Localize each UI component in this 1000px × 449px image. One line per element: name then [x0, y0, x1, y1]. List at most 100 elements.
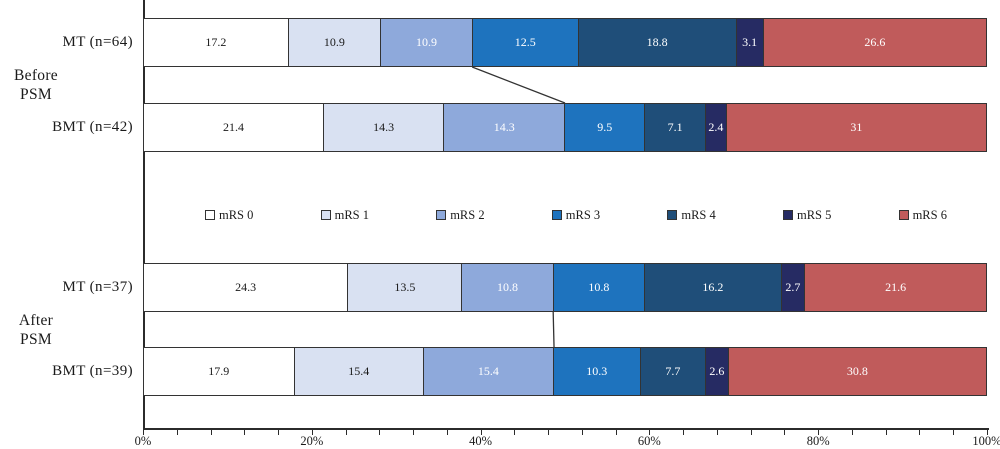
x-axis-tick [143, 430, 144, 435]
bar-segment: 12.5 [473, 19, 579, 66]
bar-segment: 18.8 [578, 19, 737, 66]
bar-segment: 17.9 [144, 348, 295, 395]
bar-segment: 7.1 [645, 104, 706, 151]
x-axis-tick [278, 430, 280, 435]
y-axis-line [143, 0, 145, 429]
group-label-line: Before [14, 67, 58, 84]
bar-segment: 10.9 [380, 19, 474, 66]
x-axis-tick [784, 430, 786, 435]
bar-segment: 10.3 [553, 348, 641, 395]
bar-segment: 24.3 [144, 264, 349, 311]
row-label: MT (n=64) [62, 34, 133, 50]
legend-swatch-icon [782, 210, 793, 220]
bar-segment: 21.6 [805, 264, 986, 311]
x-axis-tick [413, 430, 415, 435]
legend-label: mRS 4 [681, 207, 716, 222]
bar-row: 17.9 15.4 15.4 10.3 7.7 2.6 30.8 [143, 347, 987, 396]
legend-swatch-icon [436, 210, 447, 220]
legend-item: mRS 1 [320, 207, 369, 223]
x-axis-tick [750, 430, 752, 435]
bar-segment: 15.4 [424, 348, 554, 395]
group-label: Before PSM [0, 66, 72, 104]
x-axis-tick [548, 430, 550, 435]
legend-swatch-icon [551, 210, 562, 220]
legend-item: mRS 3 [551, 207, 601, 223]
legend-label: mRS 1 [334, 207, 369, 222]
legend-swatch-icon [667, 210, 678, 220]
x-axis-tick [514, 430, 516, 435]
x-axis-tick [345, 430, 347, 435]
row-label: BMT (n=42) [52, 119, 133, 135]
bar-segment: 21.4 [144, 104, 324, 151]
x-axis-line [143, 428, 989, 430]
legend-item: mRS 5 [782, 207, 832, 223]
legend-item: mRS 2 [436, 207, 485, 223]
bar-segment: 3.1 [736, 19, 764, 66]
bar-segment: 10.8 [462, 264, 554, 311]
bar-segment: 10.8 [553, 264, 646, 311]
x-axis-tick [987, 430, 988, 435]
legend-label: mRS 2 [450, 207, 485, 222]
legend-item: mRS 6 [898, 207, 947, 223]
legend-label: mRS 3 [565, 207, 601, 222]
connector-line [471, 66, 566, 104]
x-axis-tick-label: 20% [300, 434, 324, 448]
legend-swatch-icon [320, 210, 331, 220]
x-axis-tick [311, 430, 313, 435]
group-label: After PSM [0, 311, 72, 349]
bar-segment: 17.2 [144, 19, 289, 66]
bar-segment: 31 [726, 104, 986, 151]
x-axis-tick [649, 430, 651, 435]
bar-segment: 2.6 [706, 348, 729, 395]
x-axis-tick [581, 430, 583, 435]
legend-label: mRS 5 [796, 207, 832, 222]
row-label: BMT (n=39) [52, 363, 133, 379]
bar-segment: 2.4 [705, 104, 727, 151]
bar-segment: 10.9 [288, 19, 381, 66]
x-axis-tick [683, 430, 685, 435]
group-label-line: PSM [20, 330, 52, 348]
bar-row: 17.2 10.9 10.9 12.5 18.8 3.1 26.6 [143, 18, 987, 67]
legend-label: mRS 0 [219, 207, 254, 222]
legend-item: mRS 4 [667, 207, 716, 223]
x-axis-tick [244, 430, 246, 435]
legend-label: mRS 6 [912, 207, 947, 222]
group-label-line: PSM [20, 86, 52, 103]
connector-line [552, 311, 555, 348]
x-axis-tick [716, 430, 718, 435]
x-axis-tick [953, 430, 955, 435]
x-axis-tick [818, 430, 820, 435]
bar-row: 21.4 14.3 14.3 9.5 7.1 2.4 31 [143, 103, 987, 152]
x-axis-tick [176, 430, 178, 435]
bar-segment: 14.3 [323, 104, 445, 151]
x-axis-tick [885, 430, 887, 435]
x-axis-tick-label: 40% [469, 434, 493, 448]
bar-segment: 14.3 [444, 104, 565, 151]
bar-segment: 15.4 [294, 348, 425, 395]
bar-segment: 9.5 [565, 104, 646, 151]
x-axis-tick-label: 80% [806, 434, 830, 448]
bar-segment: 16.2 [645, 264, 782, 311]
bar-segment: 26.6 [763, 19, 987, 66]
x-axis-tick [919, 430, 921, 435]
legend-swatch-icon [205, 210, 215, 220]
bar-row: 24.3 13.5 10.8 10.8 16.2 2.7 21.6 [143, 263, 987, 312]
x-axis-tick-label: 0% [134, 434, 152, 448]
bar-segment: 2.7 [781, 264, 806, 311]
x-axis-tick [446, 430, 448, 435]
legend-item: mRS 0 [205, 208, 253, 223]
x-axis-tick [615, 430, 617, 435]
x-axis-tick-label: 100% [972, 434, 1000, 448]
group-label-line: After [18, 311, 54, 329]
bar-segment: 30.8 [728, 348, 986, 395]
bar-segment: 13.5 [348, 264, 463, 311]
row-label: MT (n=37) [62, 279, 133, 295]
legend: mRS 0 mRS 1 mRS 2 mRS 3 mRS 4 mRS 5 mRS 6 [205, 206, 947, 224]
x-axis-tick [480, 430, 482, 435]
x-axis-tick-label: 60% [637, 434, 661, 448]
x-axis-tick [851, 430, 853, 435]
bar-segment: 7.7 [640, 348, 707, 395]
x-axis-tick [379, 430, 381, 435]
x-axis-tick [210, 430, 212, 435]
